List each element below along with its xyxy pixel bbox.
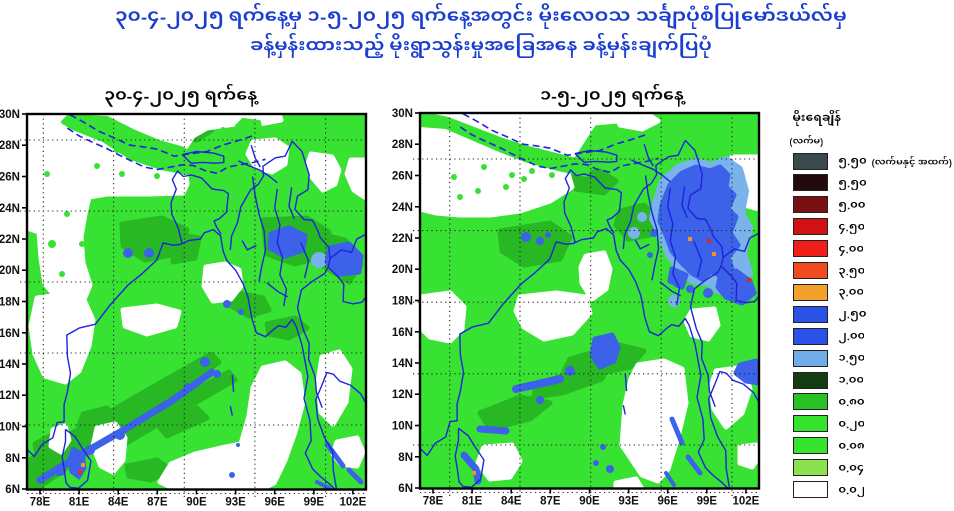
svg-text:20N: 20N xyxy=(0,265,20,277)
svg-text:8N: 8N xyxy=(5,453,20,465)
svg-text:28N: 28N xyxy=(0,140,20,152)
svg-text:6N: 6N xyxy=(5,484,20,496)
svg-text:84E: 84E xyxy=(501,496,522,508)
svg-text:20N: 20N xyxy=(392,264,413,276)
svg-text:84E: 84E xyxy=(108,497,129,509)
svg-text:6N: 6N xyxy=(399,483,414,495)
svg-text:96E: 96E xyxy=(264,497,285,509)
svg-text:81E: 81E xyxy=(462,496,483,508)
svg-text:26N: 26N xyxy=(392,171,413,183)
svg-text:18N: 18N xyxy=(392,296,413,308)
svg-text:30N: 30N xyxy=(0,109,20,121)
svg-text:87E: 87E xyxy=(147,497,168,509)
svg-text:93E: 93E xyxy=(225,497,246,509)
svg-text:16N: 16N xyxy=(0,328,20,340)
svg-text:78E: 78E xyxy=(29,497,50,509)
svg-text:99E: 99E xyxy=(303,497,324,509)
svg-text:96E: 96E xyxy=(658,496,679,508)
svg-text:81E: 81E xyxy=(69,497,90,509)
svg-text:22N: 22N xyxy=(392,233,413,245)
svg-text:10N: 10N xyxy=(0,422,20,434)
svg-text:102E: 102E xyxy=(339,497,366,509)
svg-text:30N: 30N xyxy=(392,108,413,120)
svg-text:22N: 22N xyxy=(0,234,20,246)
svg-text:12N: 12N xyxy=(392,389,413,401)
svg-text:90E: 90E xyxy=(580,496,601,508)
svg-text:10N: 10N xyxy=(392,421,413,433)
svg-text:78E: 78E xyxy=(423,496,444,508)
svg-text:99E: 99E xyxy=(697,496,718,508)
svg-text:24N: 24N xyxy=(0,203,20,215)
svg-text:14N: 14N xyxy=(392,358,413,370)
svg-text:16N: 16N xyxy=(392,327,413,339)
svg-text:87E: 87E xyxy=(540,496,561,508)
svg-text:93E: 93E xyxy=(619,496,640,508)
svg-text:18N: 18N xyxy=(0,297,20,309)
svg-text:24N: 24N xyxy=(392,202,413,214)
svg-text:28N: 28N xyxy=(392,139,413,151)
svg-text:90E: 90E xyxy=(186,497,207,509)
svg-text:12N: 12N xyxy=(0,390,20,402)
svg-text:8N: 8N xyxy=(399,452,414,464)
svg-text:26N: 26N xyxy=(0,172,20,184)
svg-text:102E: 102E xyxy=(733,496,760,508)
svg-text:14N: 14N xyxy=(0,359,20,371)
